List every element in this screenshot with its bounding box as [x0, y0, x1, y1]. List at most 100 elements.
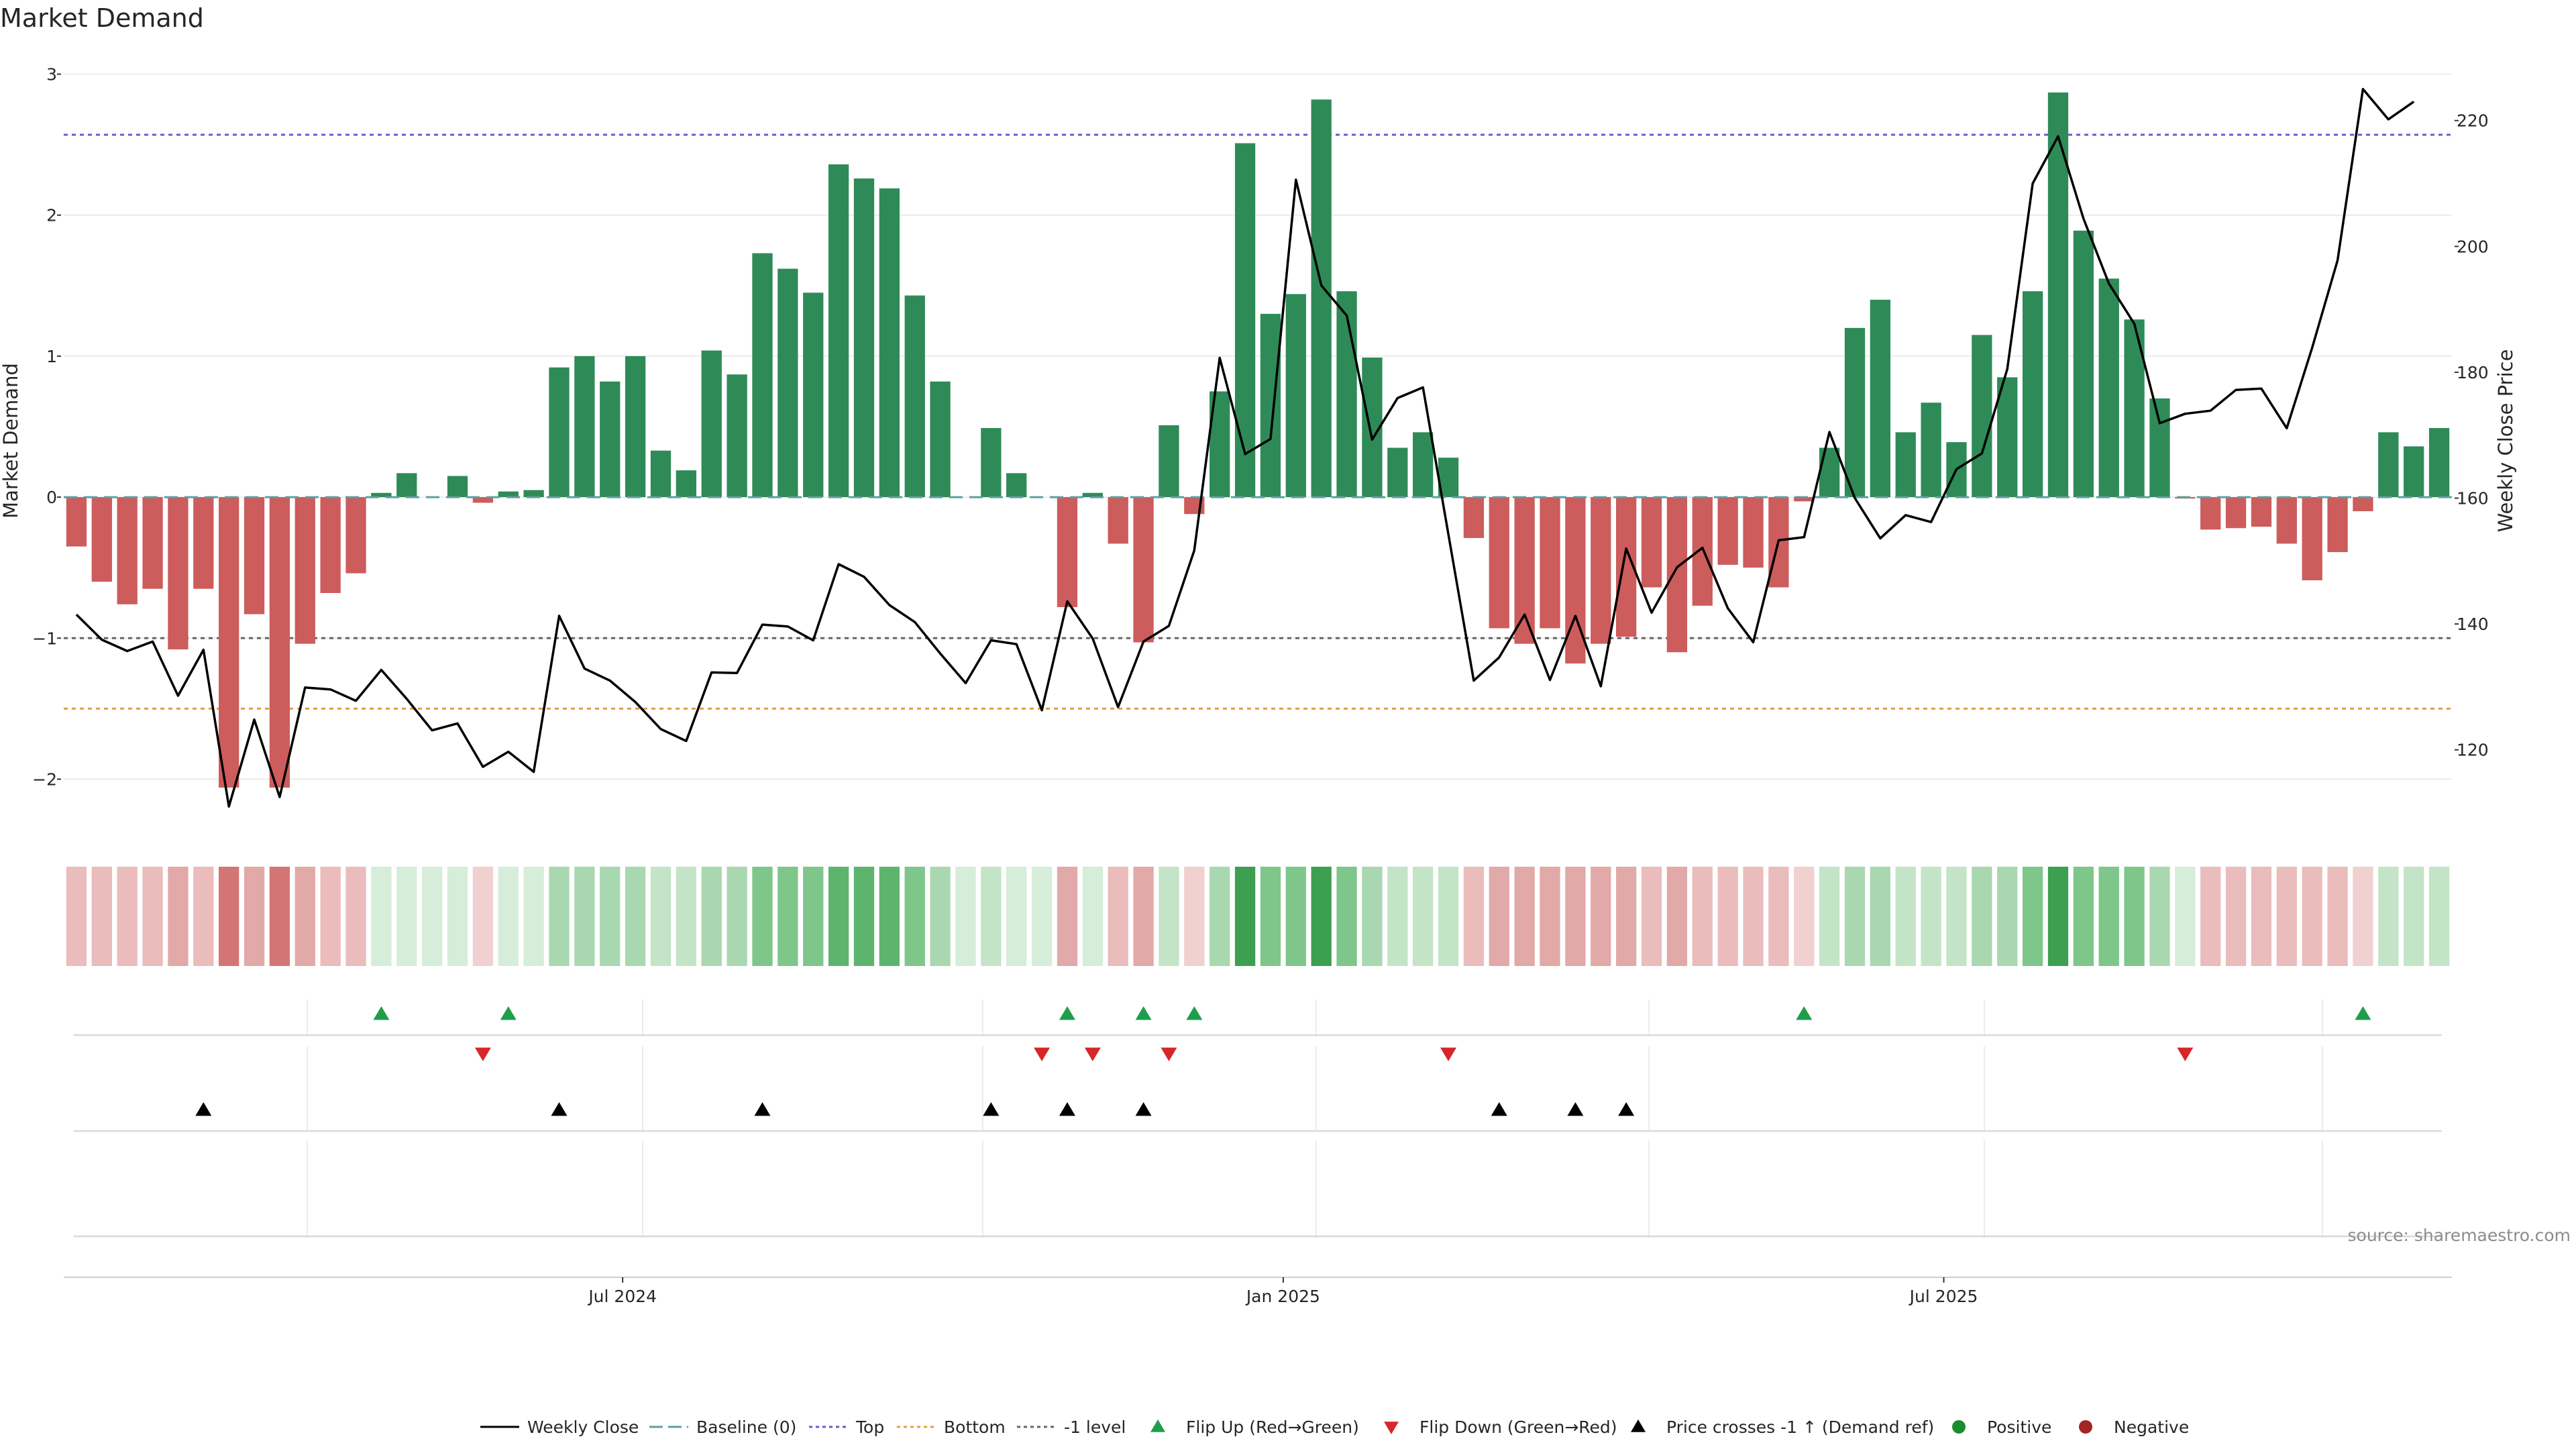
heat-cell — [1895, 867, 1916, 966]
bar-positive — [600, 381, 621, 498]
heat-cell — [498, 867, 519, 966]
bar-positive — [1260, 313, 1281, 498]
bar-positive — [1413, 432, 1434, 498]
heat-cell — [1031, 867, 1053, 966]
heat-cell — [1616, 867, 1637, 966]
heat-cell — [1870, 867, 1891, 966]
heat-cell — [1692, 867, 1713, 966]
bar-negative — [117, 497, 138, 604]
heat-cell — [701, 867, 722, 966]
heat-cell — [1666, 867, 1688, 966]
heat-cell — [828, 867, 849, 966]
heat-cell — [676, 867, 697, 966]
flip-down-marker — [2177, 1047, 2194, 1061]
bar-positive — [498, 491, 519, 498]
heat-cell — [777, 867, 798, 966]
bar-positive — [676, 470, 697, 498]
bar-negative — [269, 497, 290, 788]
heat-cell — [1972, 867, 1992, 966]
bar-positive — [828, 164, 849, 498]
heat-cell — [1768, 867, 1789, 966]
y2-tick-label: 120 — [2457, 741, 2489, 760]
flip-down-marker — [1161, 1047, 1177, 1061]
flip-up-marker — [373, 1006, 390, 1020]
y-tick-label: 0 — [46, 488, 57, 507]
bar-positive — [879, 188, 900, 498]
heat-cell — [2175, 867, 2196, 966]
bar-negative — [219, 497, 239, 788]
price-cross-marker — [754, 1102, 771, 1116]
heat-cell — [1387, 867, 1408, 966]
bar-positive — [930, 381, 951, 498]
bar-positive — [396, 473, 417, 498]
heat-cell — [1133, 867, 1154, 966]
bar-negative — [1057, 497, 1078, 608]
heat-cell — [1057, 867, 1078, 966]
flip-down-marker — [1034, 1047, 1051, 1061]
x-tick-label: Jul 2025 — [1909, 1287, 1978, 1306]
heat-cell — [2200, 867, 2221, 966]
bar-negative — [1794, 497, 1815, 502]
heat-cell — [91, 867, 112, 966]
heat-cell — [193, 867, 214, 966]
heat-cell — [2251, 867, 2272, 966]
demand-bars — [64, 92, 2452, 788]
heat-cell — [422, 867, 443, 966]
y-tick-label: −1 — [32, 629, 57, 648]
y2-tick-label: 220 — [2457, 111, 2489, 131]
bar-negative — [1540, 497, 1560, 629]
bar-negative — [345, 497, 366, 574]
bar-positive — [1819, 447, 1840, 498]
heat-cell — [320, 867, 341, 966]
heat-cell — [981, 867, 1002, 966]
legend-swatch — [1150, 1419, 1165, 1432]
bar-negative — [66, 497, 87, 547]
heat-cell — [625, 867, 646, 966]
heat-cell — [1184, 867, 1205, 966]
bar-positive — [2149, 398, 2170, 498]
bar-negative — [1591, 497, 1611, 644]
heat-cell — [650, 867, 672, 966]
bar-negative — [1489, 497, 1509, 629]
bar-negative — [244, 497, 265, 614]
bar-negative — [1692, 497, 1713, 606]
heat-cell — [2124, 867, 2145, 966]
heat-cell — [523, 867, 544, 966]
price-cross-marker — [1059, 1102, 1075, 1116]
legend-swatch — [2079, 1420, 2092, 1434]
bar-positive — [1895, 432, 1916, 498]
heat-cell — [2302, 867, 2322, 966]
y-axis-label: Market Demand — [0, 363, 22, 519]
y2-tick-label: 200 — [2457, 237, 2489, 256]
heat-cell — [904, 867, 925, 966]
bar-negative — [320, 497, 341, 593]
y2-axis-ticks: 120 140 160 180 200 220 — [2455, 111, 2489, 760]
heat-cell — [1082, 867, 1103, 966]
legend-swatch — [1384, 1421, 1399, 1434]
bar-positive — [1082, 492, 1103, 498]
heat-cell — [1514, 867, 1535, 966]
heat-cell — [269, 867, 290, 966]
heat-cell — [2428, 867, 2450, 966]
legend: Weekly Close Baseline (0) Top Bottom -1 leve… — [480, 1417, 2189, 1437]
legend-label: Price crosses -1 ↑ (Demand ref) — [1666, 1417, 1934, 1437]
heat-cell — [345, 867, 366, 966]
bar-positive — [2428, 428, 2450, 498]
legend-label: Positive — [1987, 1417, 2051, 1437]
bar-positive — [701, 350, 722, 498]
flip-up-marker — [2355, 1006, 2371, 1020]
price-cross-marker — [195, 1102, 212, 1116]
heat-cell — [549, 867, 570, 966]
heat-cell — [1540, 867, 1560, 966]
heat-cell — [1260, 867, 1281, 966]
chart-title: Market Demand — [0, 3, 204, 33]
bar-negative — [142, 497, 163, 589]
heat-cell — [1565, 867, 1586, 966]
heat-cell — [2073, 867, 2094, 966]
heat-cell — [1946, 867, 1967, 966]
bar-positive — [904, 295, 925, 498]
flip-up-marker — [1186, 1006, 1203, 1020]
legend-swatch — [1631, 1419, 1646, 1432]
bar-negative — [91, 497, 112, 582]
heat-cell — [2047, 867, 2069, 966]
